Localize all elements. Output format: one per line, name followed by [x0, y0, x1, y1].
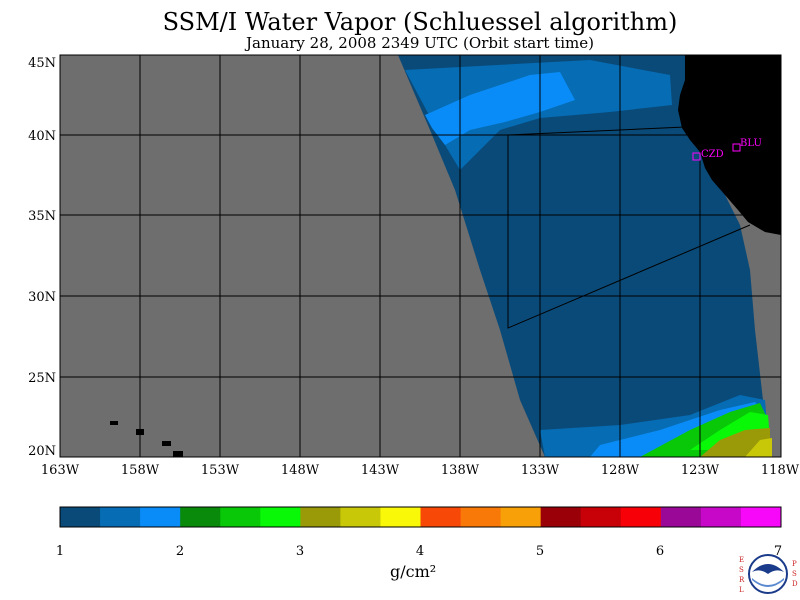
colorbar-swatch [220, 507, 261, 527]
colorbar-tick-label: 5 [536, 544, 544, 559]
colorbar-swatch [580, 507, 622, 527]
swath-mid-blue-north [405, 60, 672, 170]
island [173, 451, 183, 457]
colorbar-swatch [180, 507, 221, 527]
station-marker-blu [732, 143, 741, 152]
lon-label: 153W [201, 463, 240, 478]
lat-label: 25N [28, 371, 56, 386]
swath-dark-blue [398, 55, 770, 457]
logo-right-letters: P [792, 560, 797, 568]
domain-boundary [507, 126, 686, 136]
lon-label: 163W [41, 463, 80, 478]
logo-left-letters: E [739, 556, 744, 564]
swath-light-blue-north [425, 72, 575, 145]
lon-label: 148W [281, 463, 320, 478]
logo-right-letters: D [792, 580, 798, 588]
colorbar-ticks: 1 2 3 4 5 6 7 [56, 544, 782, 559]
colorbar-swatch [660, 507, 702, 527]
lon-label: 118W [761, 463, 800, 478]
land-mass [678, 55, 781, 235]
swath-yellow-south [745, 438, 772, 457]
colorbar-tick-label: 4 [416, 544, 424, 559]
station-marker-czd [692, 152, 701, 161]
grid [60, 55, 781, 457]
lon-label: 128W [601, 463, 640, 478]
colorbar-swatch [60, 507, 101, 527]
noaa-bird [752, 564, 784, 574]
lat-label: 30N [28, 290, 56, 305]
colorbar [60, 507, 782, 527]
colorbar-swatch [460, 507, 502, 527]
colorbar-swatch [700, 507, 742, 527]
lon-label: 138W [441, 463, 480, 478]
lat-label: 35N [28, 209, 56, 224]
lon-label: 143W [361, 463, 400, 478]
latitude-labels: 45N 40N 35N 30N 25N 20N [28, 56, 56, 459]
colorbar-tick-label: 7 [774, 544, 782, 559]
colorbar-swatch [260, 507, 301, 527]
noaa-esrl-logo: E S R L NOAA P S D [739, 554, 798, 594]
station-label-czd: CZD [701, 149, 724, 160]
lat-label: 45N [28, 56, 56, 71]
lon-label: 133W [521, 463, 560, 478]
colorbar-swatch [380, 507, 421, 527]
colorbar-tick-label: 3 [296, 544, 304, 559]
colorbar-swatch [740, 507, 782, 527]
colorbar-swatch [300, 507, 341, 527]
colorbar-swatch [620, 507, 662, 527]
colorbar-frame [59, 506, 782, 528]
colorbar-swatch [420, 507, 462, 527]
colorbar-unit: g/cm² [390, 562, 437, 581]
noaa-wave [752, 578, 784, 587]
island [110, 421, 118, 425]
colorbar-tick-label: 2 [176, 544, 184, 559]
map-subtitle: January 28, 2008 2349 UTC (Orbit start t… [246, 34, 594, 52]
colorbar-swatch [140, 507, 181, 527]
domain-boundary [507, 135, 751, 329]
map-frame [59, 54, 782, 458]
colorbar-tick-label: 6 [656, 544, 664, 559]
lat-label: 20N [28, 444, 56, 459]
map-title: SSM/I Water Vapor (Schluessel algorithm) [162, 8, 678, 36]
logo-center-text: NOAA [760, 573, 776, 579]
logo-left-letters: R [739, 576, 745, 584]
colorbar-swatch [540, 507, 582, 527]
logo-left-letters: L [739, 586, 744, 594]
colorbar-swatch [340, 507, 381, 527]
map-area: CZD BLU [60, 55, 781, 457]
lon-label: 158W [121, 463, 160, 478]
island [162, 441, 171, 446]
logo-left-letters: S [739, 566, 744, 574]
colorbar-swatch [500, 507, 542, 527]
colorbar-swatch [100, 507, 141, 527]
longitude-labels: 163W 158W 153W 148W 143W 138W 133W 128W … [41, 463, 800, 478]
logo-right-letters: S [792, 570, 797, 578]
lat-label: 40N [28, 129, 56, 144]
colorbar-tick-label: 1 [56, 544, 64, 559]
lon-label: 123W [681, 463, 720, 478]
station-label-blu: BLU [740, 138, 762, 149]
